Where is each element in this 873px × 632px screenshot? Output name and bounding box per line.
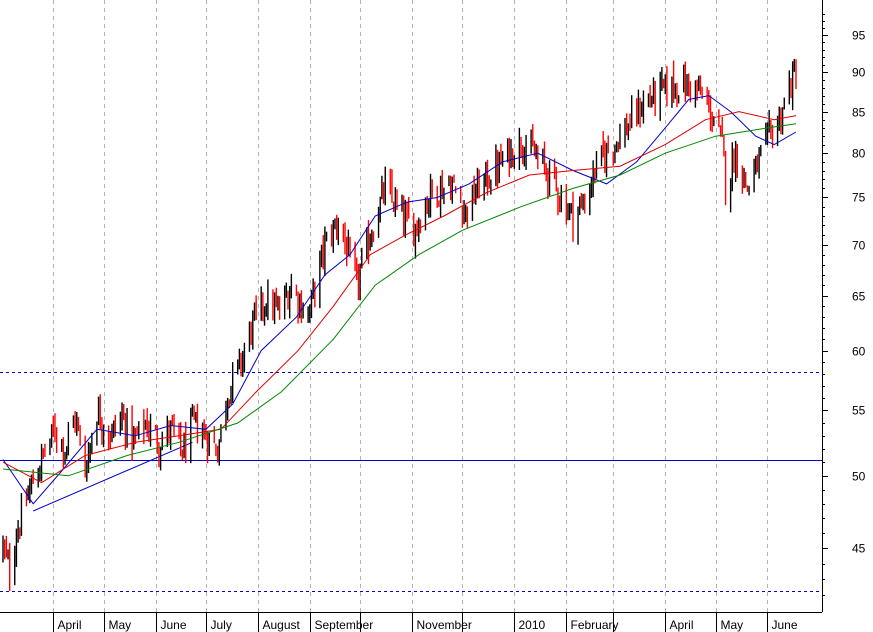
x-tick-label: 2010 [519, 618, 546, 632]
trendline [32, 441, 193, 512]
x-tick-label: February [571, 618, 619, 632]
x-tick-label: November [417, 618, 472, 632]
x-tick-label: April [670, 618, 694, 632]
x-tick-label: April [58, 618, 82, 632]
moving-average-line [2, 111, 797, 484]
y-axis: 45 50 55 60 65 70 75 80 85 90 95 [822, 14, 866, 596]
plot-background [0, 0, 822, 612]
y-tick-label: 65 [852, 290, 866, 304]
x-tick-label: June [772, 618, 798, 632]
x-tick-label: May [721, 618, 744, 632]
y-tick-label: 80 [852, 147, 866, 161]
y-tick-label: 95 [852, 29, 866, 43]
y-tick-label: 85 [852, 106, 866, 120]
y-tick-label: 70 [852, 239, 866, 253]
moving-average-line [2, 95, 797, 505]
x-tick-label: June [161, 618, 187, 632]
moving-average-line [2, 123, 797, 477]
y-tick-label: 55 [852, 404, 866, 418]
x-tick-label: July [211, 618, 232, 632]
y-tick-label: 75 [852, 191, 866, 205]
y-tick-label: 60 [852, 345, 866, 359]
y-tick-label: 50 [852, 470, 866, 484]
x-tick-label: May [109, 618, 132, 632]
candlestick-series [2, 58, 797, 591]
x-tick-label: September [315, 618, 374, 632]
trendline-layer [32, 441, 193, 512]
x-axis: April May June July August September November 2… [53, 612, 798, 632]
y-tick-label: 90 [852, 66, 866, 80]
moving-average-lines [2, 95, 797, 505]
y-tick-label: 45 [852, 542, 866, 556]
x-tick-label: August [263, 618, 301, 632]
reference-lines [0, 372, 822, 592]
